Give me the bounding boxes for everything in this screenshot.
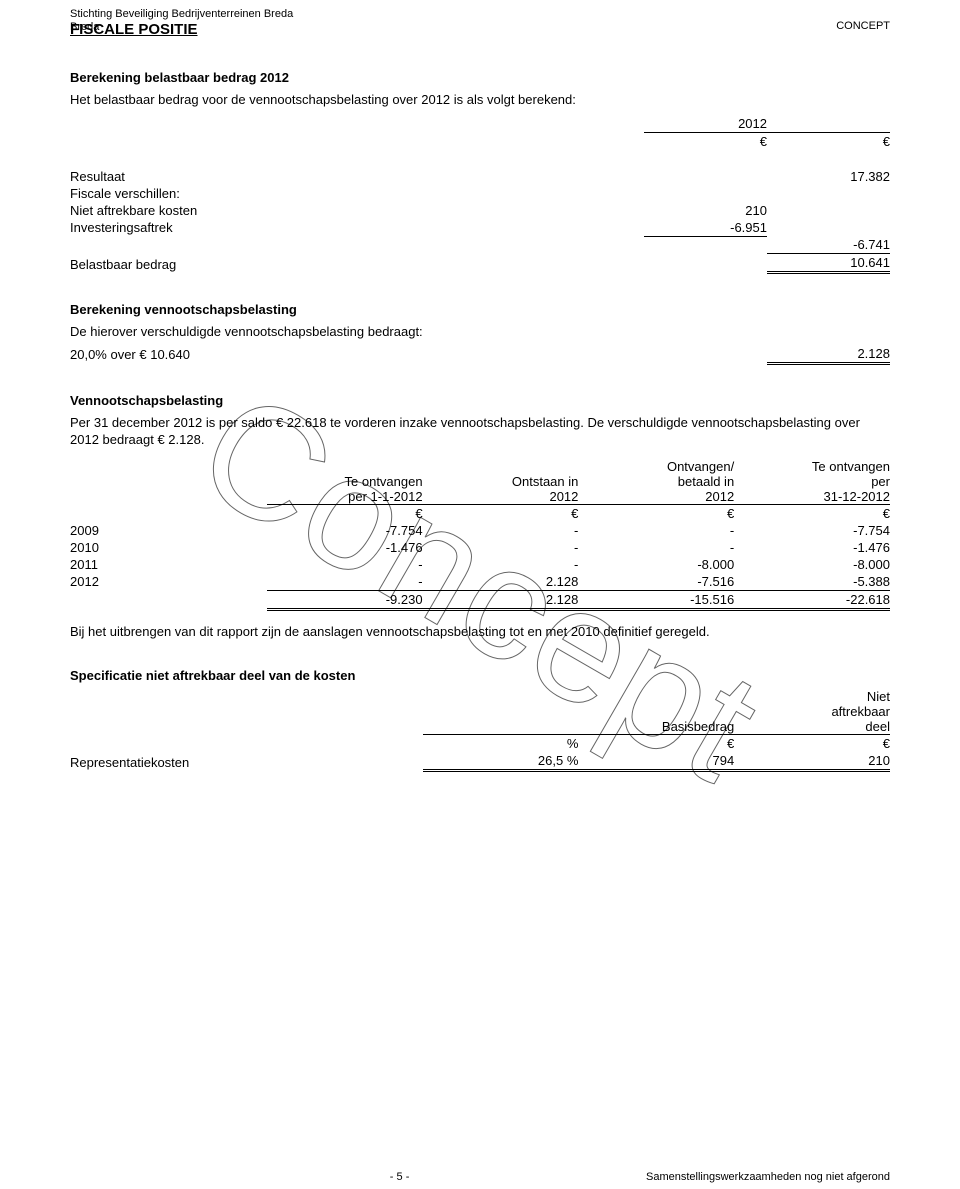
row-label: Niet aftrekbare kosten bbox=[70, 202, 521, 219]
cell: 2.128 bbox=[767, 345, 890, 364]
cell: -1.476 bbox=[267, 539, 423, 556]
section3-text: Per 31 december 2012 is per saldo € 22.6… bbox=[70, 414, 890, 449]
cell: -7.516 bbox=[578, 573, 734, 591]
section2-line1: De hierover verschuldigde vennootschapsb… bbox=[70, 323, 890, 341]
cell: 210 bbox=[734, 752, 890, 771]
euro-cell: € bbox=[267, 504, 423, 522]
cell: - bbox=[267, 556, 423, 573]
table-vpb-years: Ontvangen/ Te ontvangen Te ontvangen Ont… bbox=[70, 459, 890, 611]
col-header: Basisbedrag bbox=[578, 719, 734, 735]
concept-label: CONCEPT bbox=[836, 20, 890, 32]
cell: -5.388 bbox=[734, 573, 890, 591]
table-year-header: 2012 € € bbox=[70, 115, 890, 150]
header: Stichting Beveiliging Bedrijventerreinen… bbox=[70, 0, 890, 38]
row-label: 2012 bbox=[70, 573, 267, 591]
section1-intro: Het belastbaar bedrag voor de vennootsch… bbox=[70, 91, 890, 109]
cell: - bbox=[267, 573, 423, 591]
row-label: Belastbaar bedrag bbox=[70, 254, 521, 273]
cell: -15.516 bbox=[578, 590, 734, 609]
note-after-table: Bij het uitbrengen van dit rapport zijn … bbox=[70, 623, 890, 641]
cell: 2.128 bbox=[423, 590, 579, 609]
city: Breda bbox=[70, 21, 99, 33]
cell: - bbox=[423, 522, 579, 539]
col-header: 2012 bbox=[423, 489, 579, 505]
cell: -6.741 bbox=[767, 236, 890, 254]
cell: -7.754 bbox=[267, 522, 423, 539]
col-header: per bbox=[734, 474, 890, 489]
col-header: betaald in bbox=[578, 474, 734, 489]
table-specificatie: Niet aftrekbaar Basisbedrag deel % € € R… bbox=[70, 689, 890, 772]
row-label: 2011 bbox=[70, 556, 267, 573]
org-name: Stichting Beveiliging Bedrijventerreinen… bbox=[70, 8, 890, 20]
col-header: per 1-1-2012 bbox=[267, 489, 423, 505]
cell: 17.382 bbox=[767, 168, 890, 185]
cell: - bbox=[578, 539, 734, 556]
cell: - bbox=[578, 522, 734, 539]
row-label: 2009 bbox=[70, 522, 267, 539]
page-number: - 5 - bbox=[390, 1171, 410, 1183]
cell: 794 bbox=[578, 752, 734, 771]
cell: - bbox=[423, 539, 579, 556]
year-cell: 2012 bbox=[644, 115, 767, 133]
col-header: Niet bbox=[734, 689, 890, 704]
row-label: 2010 bbox=[70, 539, 267, 556]
euro-cell: € bbox=[578, 504, 734, 522]
table-berekening: Resultaat 17.382 Fiscale verschillen: Ni… bbox=[70, 168, 890, 275]
section2-title: Berekening vennootschapsbelasting bbox=[70, 302, 890, 317]
cell: - bbox=[423, 556, 579, 573]
col-header: aftrekbaar bbox=[734, 704, 890, 719]
cell: 2.128 bbox=[423, 573, 579, 591]
section5-title: Specificatie niet aftrekbaar deel van de… bbox=[70, 668, 890, 683]
euro-cell: € bbox=[767, 132, 890, 150]
row-label: Representatiekosten bbox=[70, 752, 423, 771]
col-header: 2012 bbox=[578, 489, 734, 505]
col-header: Ontvangen/ bbox=[578, 459, 734, 474]
col-header: 31-12-2012 bbox=[734, 489, 890, 505]
col-header: deel bbox=[734, 719, 890, 735]
euro-cell: € bbox=[734, 504, 890, 522]
section3-title: Vennootschapsbelasting bbox=[70, 393, 890, 408]
row-label: Resultaat bbox=[70, 168, 521, 185]
cell: -7.754 bbox=[734, 522, 890, 539]
cell: 10.641 bbox=[767, 254, 890, 273]
unit-cell: % bbox=[423, 735, 579, 753]
euro-cell: € bbox=[423, 504, 579, 522]
cell: 210 bbox=[644, 202, 767, 219]
euro-cell: € bbox=[644, 132, 767, 150]
euro-cell: € bbox=[578, 735, 734, 753]
cell: -8.000 bbox=[578, 556, 734, 573]
euro-cell: € bbox=[734, 735, 890, 753]
table-vpb-calc: 20,0% over € 10.640 2.128 bbox=[70, 345, 890, 365]
section1-title: Berekening belastbaar bedrag 2012 bbox=[70, 70, 890, 85]
col-header: Ontstaan in bbox=[423, 474, 579, 489]
cell: -1.476 bbox=[734, 539, 890, 556]
cell: -8.000 bbox=[734, 556, 890, 573]
cell: -22.618 bbox=[734, 590, 890, 609]
cell: -9.230 bbox=[267, 590, 423, 609]
row-label: Investeringsaftrek bbox=[70, 219, 521, 237]
footer-note: Samenstellingswerkzaamheden nog niet afg… bbox=[646, 1171, 890, 1183]
cell: 26,5 % bbox=[423, 752, 579, 771]
cell: -6.951 bbox=[644, 219, 767, 237]
row-label: Fiscale verschillen: bbox=[70, 185, 521, 202]
col-header: Te ontvangen bbox=[267, 474, 423, 489]
row-label: 20,0% over € 10.640 bbox=[70, 345, 521, 364]
col-header: Te ontvangen bbox=[734, 459, 890, 474]
